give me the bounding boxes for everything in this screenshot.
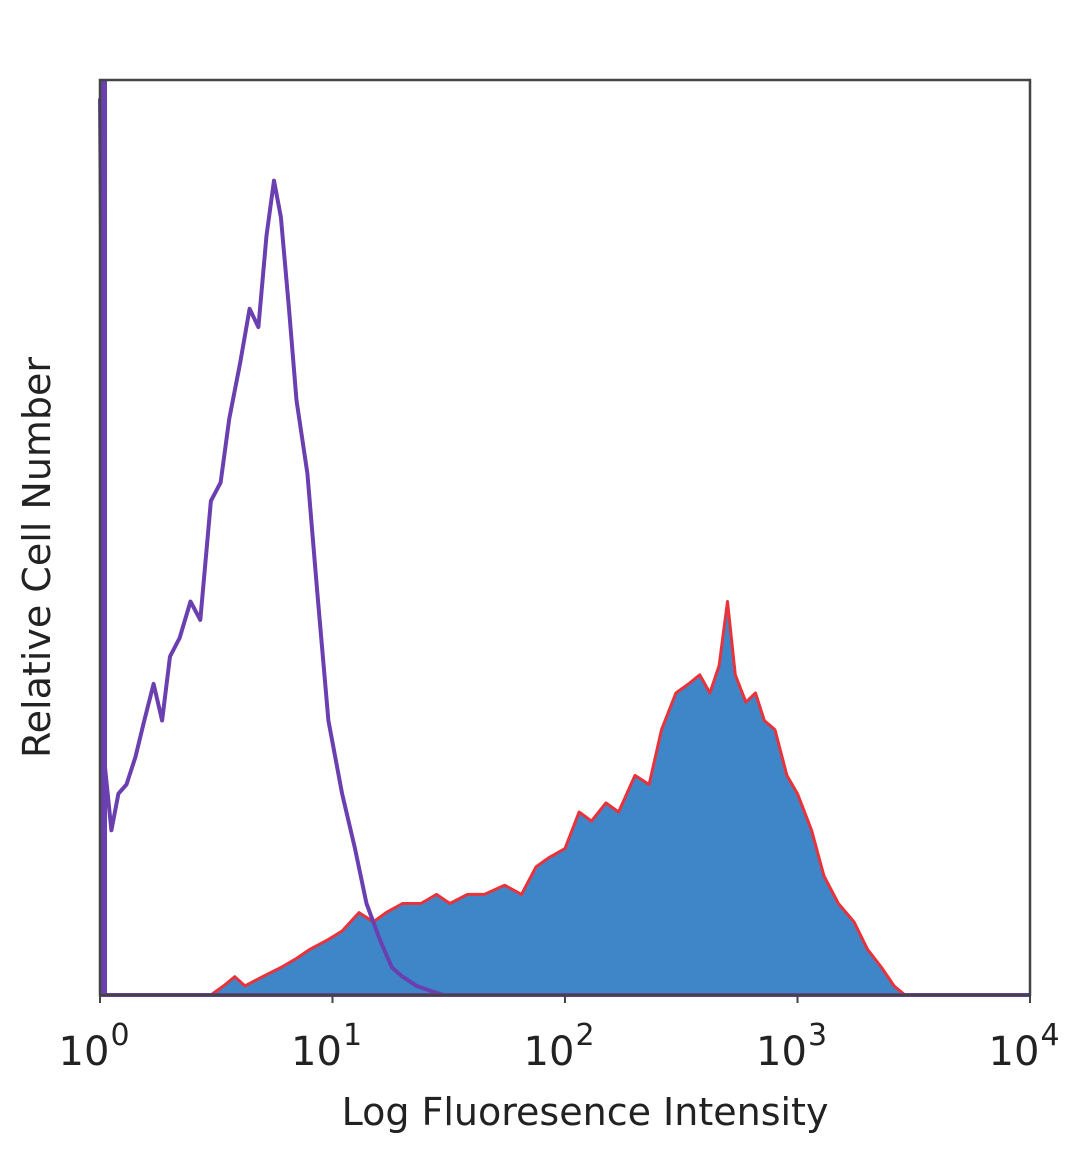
y-axis-label: Relative Cell Number <box>15 357 59 758</box>
x-tick-exponent: 2 <box>575 1018 594 1053</box>
plot-area <box>98 80 1030 997</box>
x-tick-label: 10 <box>989 1029 1040 1075</box>
x-tick-label: 10 <box>524 1029 575 1075</box>
x-axis-ticks: 10 0 10 1 10 2 10 3 10 4 <box>59 995 1060 1075</box>
filled-histogram-area <box>210 601 905 995</box>
x-tick-exponent: 0 <box>110 1018 129 1053</box>
x-tick-label: 10 <box>291 1029 342 1075</box>
x-tick-label: 10 <box>756 1029 807 1075</box>
x-axis-label: Log Fluoresence Intensity <box>342 1090 829 1134</box>
x-tick-exponent: 1 <box>343 1018 362 1053</box>
outline-histogram-line <box>98 98 1030 997</box>
x-tick-exponent: 3 <box>808 1018 827 1053</box>
filled-histogram-edge-line <box>210 600 906 997</box>
x-tick-exponent: 4 <box>1040 1018 1059 1053</box>
x-tick-label: 10 <box>59 1029 110 1075</box>
